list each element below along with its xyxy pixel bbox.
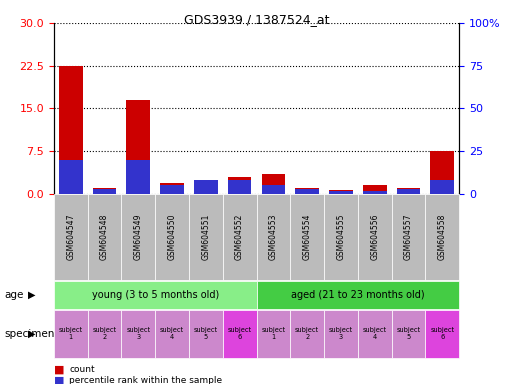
Text: age: age — [4, 290, 24, 300]
Bar — [262, 174, 285, 194]
Text: GSM604547: GSM604547 — [66, 214, 75, 260]
Text: GSM604550: GSM604550 — [168, 214, 176, 260]
Bar — [194, 180, 218, 194]
Bar — [262, 185, 285, 194]
Bar — [430, 151, 454, 194]
Text: subject
5: subject 5 — [397, 328, 421, 340]
Text: subject
1: subject 1 — [58, 328, 83, 340]
Bar — [194, 180, 218, 194]
Text: subject
5: subject 5 — [194, 328, 218, 340]
Text: GSM604552: GSM604552 — [235, 214, 244, 260]
Text: subject
4: subject 4 — [160, 328, 184, 340]
Bar — [329, 190, 353, 194]
Text: GSM604551: GSM604551 — [201, 214, 210, 260]
Text: ▶: ▶ — [28, 329, 35, 339]
Bar — [160, 185, 184, 194]
Text: aged (21 to 23 months old): aged (21 to 23 months old) — [291, 290, 425, 300]
Text: GSM604554: GSM604554 — [303, 214, 312, 260]
Text: subject
2: subject 2 — [295, 328, 319, 340]
Text: subject
4: subject 4 — [363, 328, 387, 340]
Text: subject
6: subject 6 — [430, 328, 455, 340]
Text: subject
6: subject 6 — [228, 328, 252, 340]
Bar — [397, 188, 420, 194]
Text: subject
1: subject 1 — [261, 328, 285, 340]
Bar — [59, 160, 83, 194]
Text: GSM604548: GSM604548 — [100, 214, 109, 260]
Bar — [430, 180, 454, 194]
Bar — [295, 188, 319, 194]
Text: GSM604555: GSM604555 — [337, 214, 345, 260]
Text: percentile rank within the sample: percentile rank within the sample — [69, 376, 222, 384]
Text: GSM604557: GSM604557 — [404, 214, 413, 260]
Text: ▶: ▶ — [28, 290, 35, 300]
Bar — [329, 190, 353, 194]
Bar — [93, 188, 116, 194]
Text: GSM604558: GSM604558 — [438, 214, 447, 260]
Text: GSM604553: GSM604553 — [269, 214, 278, 260]
Bar — [160, 182, 184, 194]
Bar — [127, 160, 150, 194]
Text: subject
3: subject 3 — [126, 328, 150, 340]
Text: ■: ■ — [54, 375, 64, 384]
Text: ■: ■ — [54, 364, 64, 374]
Bar — [363, 190, 386, 194]
Bar — [397, 189, 420, 194]
Bar — [127, 100, 150, 194]
Bar — [295, 189, 319, 194]
Bar — [93, 189, 116, 194]
Bar — [363, 185, 386, 194]
Text: GSM604556: GSM604556 — [370, 214, 379, 260]
Text: specimen: specimen — [4, 329, 54, 339]
Text: GSM604549: GSM604549 — [134, 214, 143, 260]
Bar — [59, 66, 83, 194]
Bar — [228, 177, 251, 194]
Text: subject
2: subject 2 — [92, 328, 116, 340]
Bar — [228, 180, 251, 194]
Text: GDS3939 / 1387524_at: GDS3939 / 1387524_at — [184, 13, 329, 26]
Text: subject
3: subject 3 — [329, 328, 353, 340]
Text: count: count — [69, 365, 95, 374]
Text: young (3 to 5 months old): young (3 to 5 months old) — [91, 290, 219, 300]
